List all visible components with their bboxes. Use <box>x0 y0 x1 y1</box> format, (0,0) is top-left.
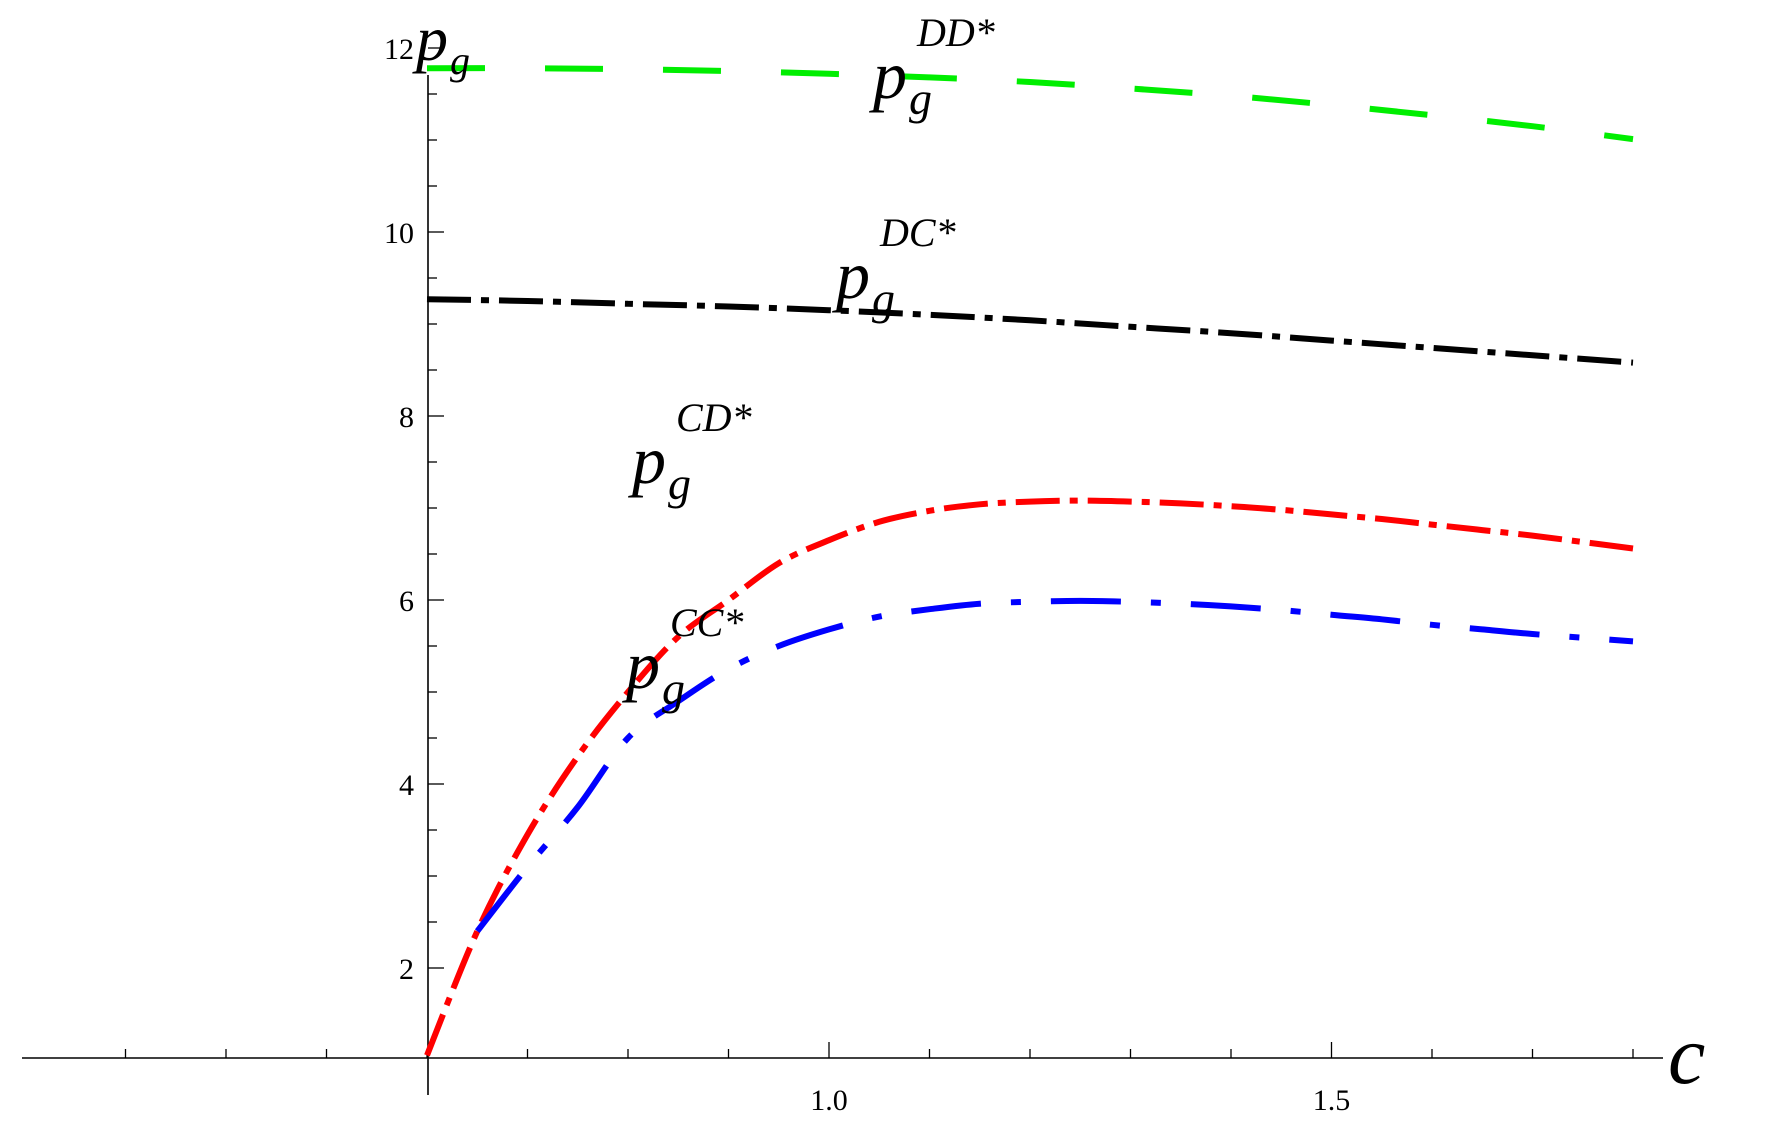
y-axis-label: pg <box>412 3 470 83</box>
series-dc-label: pg DC* <box>832 210 956 324</box>
series-label-sub: g <box>668 458 691 509</box>
x-tick-label: 1.0 <box>810 1084 848 1117</box>
series-cc-label: pg CC* <box>622 600 743 714</box>
y-tick-label: 8 <box>399 401 414 434</box>
series-label-base: p <box>628 422 666 498</box>
series-cc-line <box>474 597 1634 934</box>
series-label-sup: DD* <box>916 10 995 55</box>
y-tick-label: 12 <box>384 33 414 66</box>
series-label-base: p <box>622 627 660 703</box>
series-label-base: p <box>869 37 907 113</box>
curves <box>424 65 1634 1057</box>
x-axis-label: c <box>1668 1009 1705 1102</box>
svg-text:pgCD*: pg CD* <box>628 395 752 509</box>
svg-text:pgDD*: pg DD* <box>869 10 995 124</box>
y-tick-label: 2 <box>399 953 414 986</box>
series-dc-line <box>426 296 1634 366</box>
y-axis-label-sub: g <box>450 38 470 83</box>
series-label-sup: DC* <box>879 210 956 255</box>
series-label-sub: g <box>909 73 932 124</box>
x-tick-label: 1.5 <box>1313 1084 1351 1117</box>
series-label-sub: g <box>872 273 895 324</box>
series-label-sup: CD* <box>676 395 752 440</box>
series-label-sub: g <box>662 663 685 714</box>
series-dd-line <box>426 65 1634 143</box>
axes: 1.0 1.5 2 4 6 8 10 12 <box>22 33 1663 1117</box>
svg-text:pgDC*: pg DC* <box>832 210 956 324</box>
series-label-sup: CC* <box>670 600 743 645</box>
svg-text:pgCC*: pg CC* <box>622 600 743 714</box>
y-tick-label: 10 <box>384 217 414 250</box>
series-label-base: p <box>832 237 870 313</box>
series-cd-label: pg CD* <box>628 395 752 509</box>
series-cd-line <box>424 497 1634 1057</box>
y-axis-label-base: p <box>412 3 448 74</box>
y-tick-label: 6 <box>399 585 414 618</box>
series-dd-label: pg DD* <box>869 10 995 124</box>
y-tick-label: 4 <box>399 769 414 802</box>
